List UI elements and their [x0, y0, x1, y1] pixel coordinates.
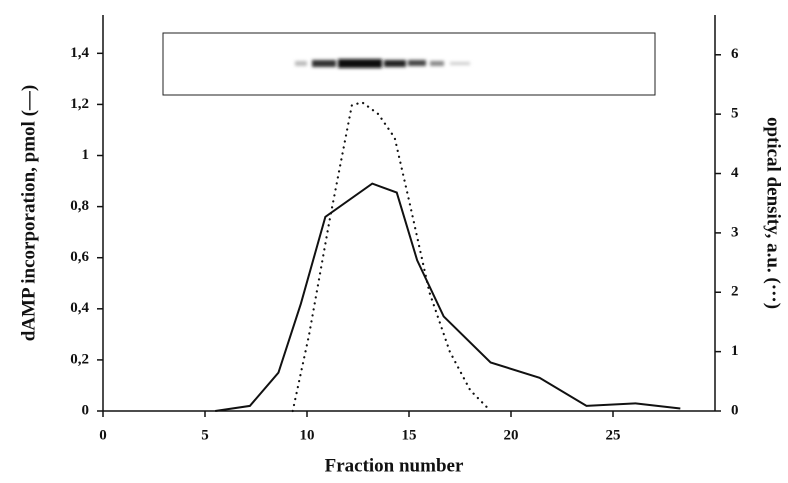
y2-tick-label: 3 [731, 224, 739, 240]
x-tick-label: 5 [201, 427, 209, 443]
y-tick-label: 0,6 [70, 249, 89, 265]
x-tick-label: 10 [300, 427, 315, 443]
y-tick-label: 0,4 [70, 300, 89, 316]
x-axis-label: Fraction number [325, 455, 464, 476]
y2-tick-label: 2 [731, 284, 739, 300]
y-tick-label: 1,4 [70, 45, 89, 61]
x-tick-label: 20 [504, 427, 519, 443]
y-tick-label: 0 [82, 402, 90, 418]
y2-axis-label: optical density, a.u. (···) [763, 117, 784, 309]
y-axis-label: dAMP incorporation, pmol (—) [18, 85, 39, 342]
y-tick-label: 0,8 [70, 198, 89, 214]
y-tick-label: 0,2 [70, 351, 89, 367]
data-line [215, 182, 681, 412]
gel-band [295, 59, 470, 68]
y2-tick-label: 6 [731, 46, 739, 62]
y2-tick-label: 0 [731, 402, 739, 418]
y-tick-label: 1 [82, 147, 90, 163]
y-tick-label: 1,2 [70, 96, 89, 112]
x-tick-label: 0 [99, 427, 107, 443]
y2-tick-label: 1 [731, 343, 739, 359]
y2-tick-label: 4 [731, 165, 739, 181]
x-tick-label: 25 [606, 427, 621, 443]
x-tick-label: 15 [402, 427, 417, 443]
y2-tick-label: 5 [731, 106, 739, 122]
data-line [291, 101, 492, 413]
